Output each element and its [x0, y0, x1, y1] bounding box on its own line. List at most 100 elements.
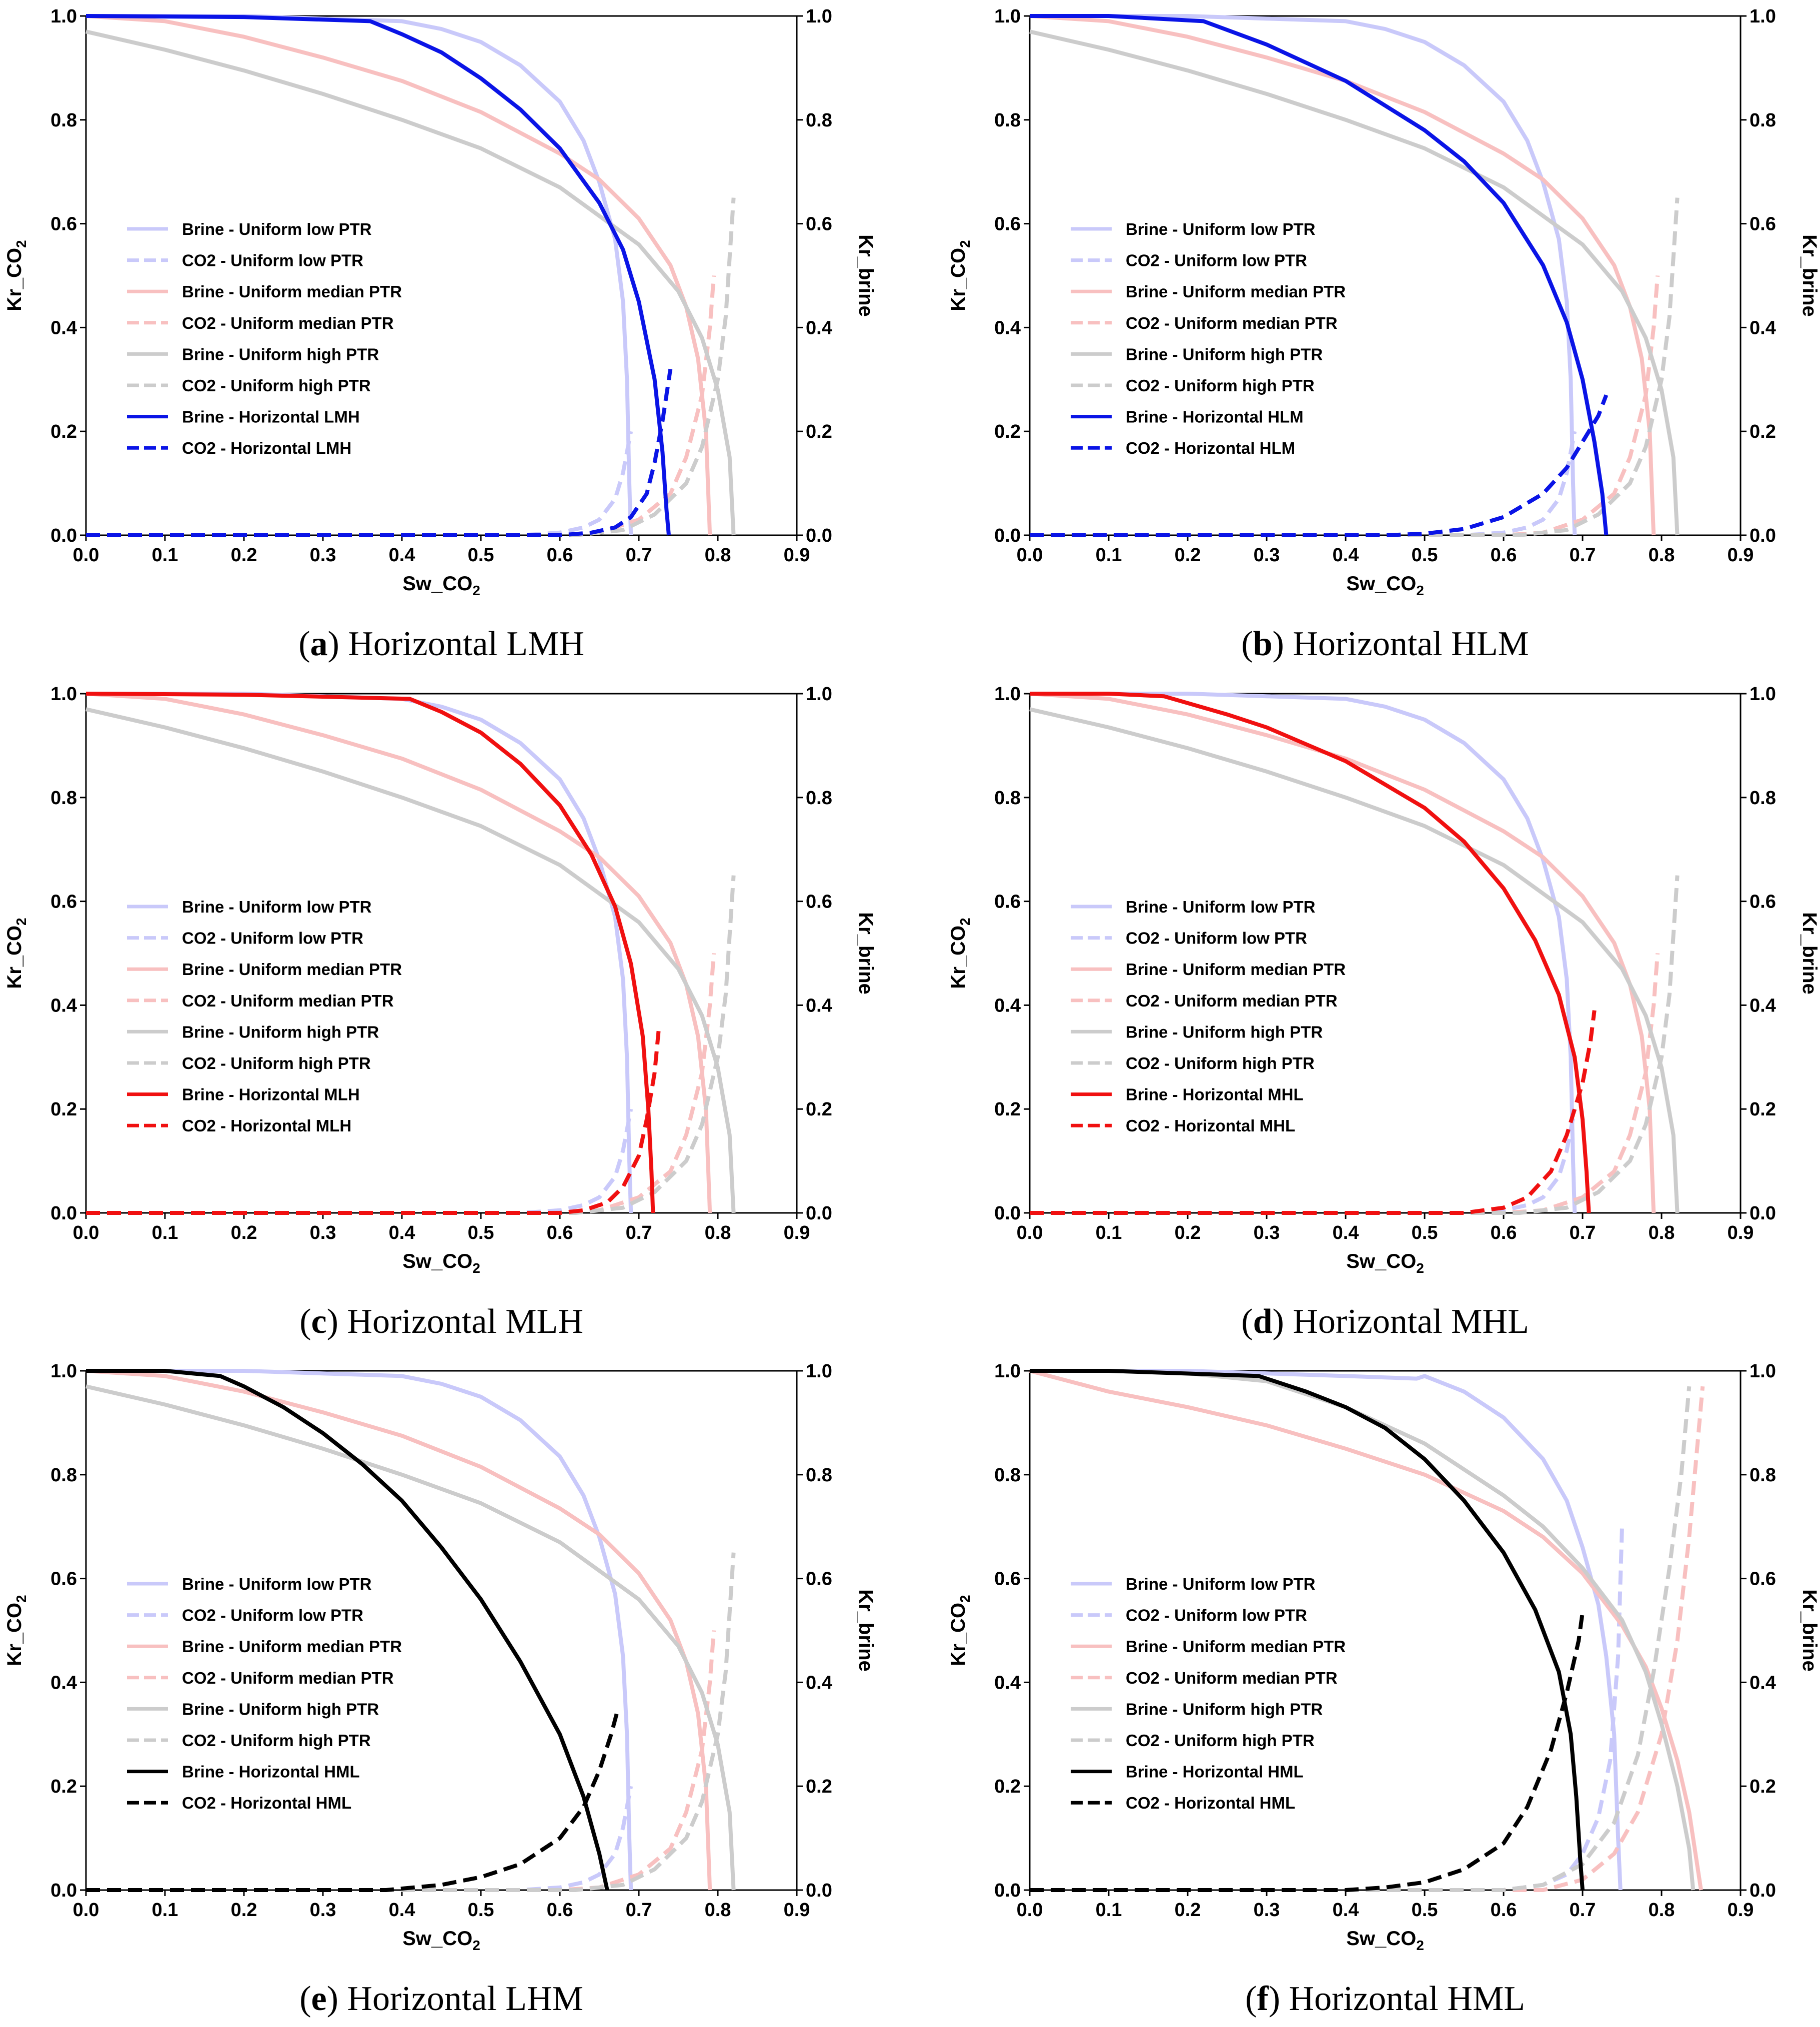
y-tick-label-left: 0.2 — [50, 1099, 77, 1120]
x-axis-label-main: Sw_CO — [402, 573, 472, 595]
highlight-series-line — [1030, 692, 1591, 1213]
y-tick-label-right: 0.6 — [1750, 214, 1776, 235]
caption-text: Horizontal MHL — [1293, 1302, 1529, 1341]
y-tick-label-right: 0.2 — [806, 1776, 832, 1797]
y-tick-label-left: 1.0 — [994, 1361, 1021, 1382]
x-tick-label: 0.1 — [1096, 1900, 1122, 1921]
x-tick-label: 0.7 — [626, 545, 652, 566]
y-axis-label-left-main: Kr_CO — [947, 248, 969, 311]
y-tick-label-right: 1.0 — [806, 6, 832, 27]
x-tick-label: 0.2 — [231, 1222, 257, 1243]
y-tick-label-right: 0.6 — [1750, 892, 1776, 913]
y-axis-label-right: Kr_brine — [1799, 912, 1820, 995]
x-tick-label: 0.6 — [547, 1900, 573, 1921]
x-tick-label: 0.7 — [1570, 1222, 1596, 1243]
background-series-line — [1029, 29, 1680, 536]
y-axis-label-left-subscript: 2 — [13, 918, 29, 926]
y-tick-label-right: 0.8 — [1750, 110, 1776, 131]
legend-label: Brine - Uniform median PTR — [1126, 960, 1346, 979]
legend-label: Brine - Horizontal HML — [1126, 1763, 1304, 1781]
chart-panel-b: 0.0 0.1 0.2 0.3 0.4 0.5 0.6 0.7 0.8 0.90.0 0.00.2 0… — [947, 6, 1820, 663]
x-tick-label: 0.4 — [389, 545, 415, 566]
x-tick-label: 0.7 — [626, 1222, 652, 1243]
legend-label: CO2 - Uniform low PTR — [1126, 1606, 1307, 1625]
x-tick-label: 0.4 — [389, 1900, 415, 1921]
chart-panel-a: 0.0 0.1 0.2 0.3 0.4 0.5 0.6 0.7 0.8 0.90.0 0.00.2 0… — [3, 6, 877, 663]
legend-label: CO2 - Uniform high PTR — [182, 1731, 371, 1750]
y-tick-label-left: 0.8 — [994, 788, 1021, 809]
x-tick-label: 0.6 — [547, 545, 573, 566]
y-tick-label-right: 1.0 — [1750, 684, 1776, 705]
y-tick-label-right: 0.2 — [1750, 1776, 1776, 1797]
y-tick-label-right: 0.4 — [1750, 317, 1776, 338]
y-axis-label-right: Kr_brine — [855, 234, 877, 317]
legend-label: CO2 - Horizontal LMH — [182, 439, 351, 457]
caption-text: Horizontal LHM — [347, 1980, 583, 2018]
y-tick-label-left: 0.2 — [50, 1776, 77, 1797]
x-tick-label: 0.0 — [73, 1222, 99, 1243]
panel-caption: (c) Horizontal MLH — [299, 1302, 583, 1341]
x-tick-label: 0.1 — [152, 1222, 178, 1243]
background-series-line — [1030, 1386, 1692, 1892]
legend-label: CO2 - Uniform median PTR — [182, 992, 394, 1010]
highlight-series-line — [86, 1369, 609, 1891]
y-tick-label-left: 1.0 — [50, 684, 77, 705]
x-tick-label: 0.4 — [1333, 545, 1359, 566]
y-tick-label-left: 0.0 — [994, 1880, 1021, 1901]
legend-label: CO2 - Horizontal MLH — [182, 1116, 351, 1135]
y-axis-label-left: Kr_CO2 — [947, 240, 973, 311]
plot-frame — [85, 15, 798, 536]
x-tick-label: 0.2 — [231, 1900, 257, 1921]
y-tick-label-right: 0.8 — [1750, 788, 1776, 809]
legend-label: CO2 - Horizontal HLM — [1126, 439, 1295, 457]
background-series-line — [1030, 953, 1660, 1215]
legend-label: Brine - Uniform low PTR — [182, 1575, 372, 1593]
y-tick-label-right: 0.2 — [1750, 1099, 1776, 1120]
x-axis-label-subscript: 2 — [472, 583, 480, 598]
x-axis-label: Sw_CO2 — [402, 573, 480, 598]
caption-letter: d — [1253, 1302, 1273, 1341]
caption-paren-open: ( — [1241, 1302, 1253, 1341]
legend-label: CO2 - Uniform high PTR — [1126, 1731, 1315, 1750]
caption-paren-close: ) — [328, 625, 348, 663]
x-tick-label: 0.3 — [310, 1900, 336, 1921]
y-tick-label-right: 0.0 — [806, 525, 832, 546]
chart-panel-c: 0.0 0.1 0.2 0.3 0.4 0.5 0.6 0.7 0.8 0.90.0 0.00.2 0… — [3, 684, 877, 1341]
y-tick-label-left: 0.8 — [994, 110, 1021, 131]
legend-label: Brine - Uniform low PTR — [1126, 220, 1316, 238]
x-tick-label: 0.0 — [1017, 545, 1043, 566]
y-tick-label-right: 0.6 — [806, 214, 832, 235]
x-tick-label: 0.0 — [73, 1900, 99, 1921]
y-tick-label-left: 0.2 — [994, 1099, 1021, 1120]
plot-frame — [1029, 1370, 1742, 1891]
x-tick-label: 0.6 — [1491, 545, 1517, 566]
y-axis-label-left-main: Kr_CO — [947, 926, 969, 989]
legend-label: Brine - Uniform high PTR — [182, 1700, 379, 1718]
background-series-line — [1030, 1386, 1705, 1892]
y-tick-label-right: 0.4 — [806, 1672, 832, 1693]
background-series-line — [1029, 14, 1656, 536]
y-tick-label-right: 0.4 — [806, 995, 832, 1016]
x-tick-label: 0.8 — [1649, 1900, 1675, 1921]
x-tick-label: 0.9 — [1728, 1900, 1754, 1921]
y-tick-label-right: 0.6 — [806, 1569, 832, 1590]
x-tick-label: 0.1 — [1096, 1222, 1122, 1243]
y-tick-label-left: 0.6 — [50, 892, 77, 913]
highlight-series-line — [86, 368, 673, 537]
legend-label: CO2 - Uniform median PTR — [1126, 992, 1338, 1010]
y-axis-label-left: Kr_CO2 — [3, 240, 29, 311]
y-tick-label-right: 0.0 — [1750, 525, 1776, 546]
chart-panel-d: 0.0 0.1 0.2 0.3 0.4 0.5 0.6 0.7 0.8 0.90.0 0.00.2 0… — [947, 684, 1820, 1341]
y-axis-label-left-subscript: 2 — [13, 240, 29, 248]
x-tick-label: 0.1 — [152, 1900, 178, 1921]
y-axis-label-right: Kr_brine — [855, 1589, 877, 1672]
y-axis-label-left: Kr_CO2 — [947, 918, 973, 989]
plot-frame — [1029, 15, 1742, 536]
caption-paren-close: ) — [327, 1302, 347, 1341]
x-tick-label: 0.5 — [1412, 545, 1438, 566]
legend-label: CO2 - Uniform low PTR — [1126, 251, 1307, 270]
plot-frame — [85, 1370, 798, 1891]
y-tick-label-right: 0.6 — [1750, 1569, 1776, 1590]
y-axis-label-left-subscript: 2 — [957, 240, 973, 248]
y-tick-label-left: 0.8 — [50, 1465, 77, 1486]
